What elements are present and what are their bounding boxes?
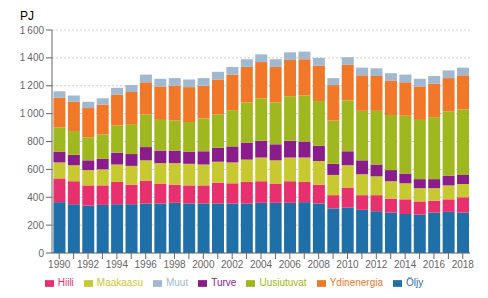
html-text:Maakaasu: Maakaasu (96, 277, 143, 288)
svg-text:1992: 1992 (77, 259, 100, 270)
svg-text:1998: 1998 (163, 259, 186, 270)
svg-text:2016: 2016 (423, 259, 446, 270)
html-text:Öljy: Öljy (406, 277, 424, 288)
svg-text:0: 0 (38, 248, 44, 259)
svg-text:200: 200 (27, 220, 44, 231)
html-text:Muut: Muut (166, 277, 189, 288)
svg-text:1 400: 1 400 (20, 52, 45, 63)
svg-text:600: 600 (27, 164, 44, 175)
svg-text:1994: 1994 (106, 259, 129, 270)
svg-text:2012: 2012 (365, 259, 388, 270)
svg-text:2004: 2004 (250, 259, 273, 270)
svg-text:2000: 2000 (192, 259, 215, 270)
svg-text:400: 400 (27, 192, 44, 203)
svg-text:2008: 2008 (308, 259, 331, 270)
html-text:PJ: PJ (20, 9, 34, 23)
svg-text:1996: 1996 (135, 259, 158, 270)
svg-text:2010: 2010 (336, 259, 359, 270)
svg-text:2002: 2002 (221, 259, 244, 270)
svg-text:2018: 2018 (452, 259, 475, 270)
html-text:Turve: Turve (211, 277, 237, 288)
html-text:Hiili: Hiili (57, 277, 74, 288)
svg-text:2006: 2006 (279, 259, 302, 270)
svg-text:2014: 2014 (394, 259, 417, 270)
svg-text:1 200: 1 200 (20, 80, 45, 91)
svg-text:1 000: 1 000 (20, 108, 45, 119)
html-text:Ydinenergia: Ydinenergia (329, 277, 383, 288)
svg-text:1990: 1990 (48, 259, 71, 270)
svg-text:1 600: 1 600 (20, 25, 45, 36)
html-text:Uusiutuvat: Uusiutuvat (259, 277, 307, 288)
svg-text:800: 800 (27, 136, 44, 147)
